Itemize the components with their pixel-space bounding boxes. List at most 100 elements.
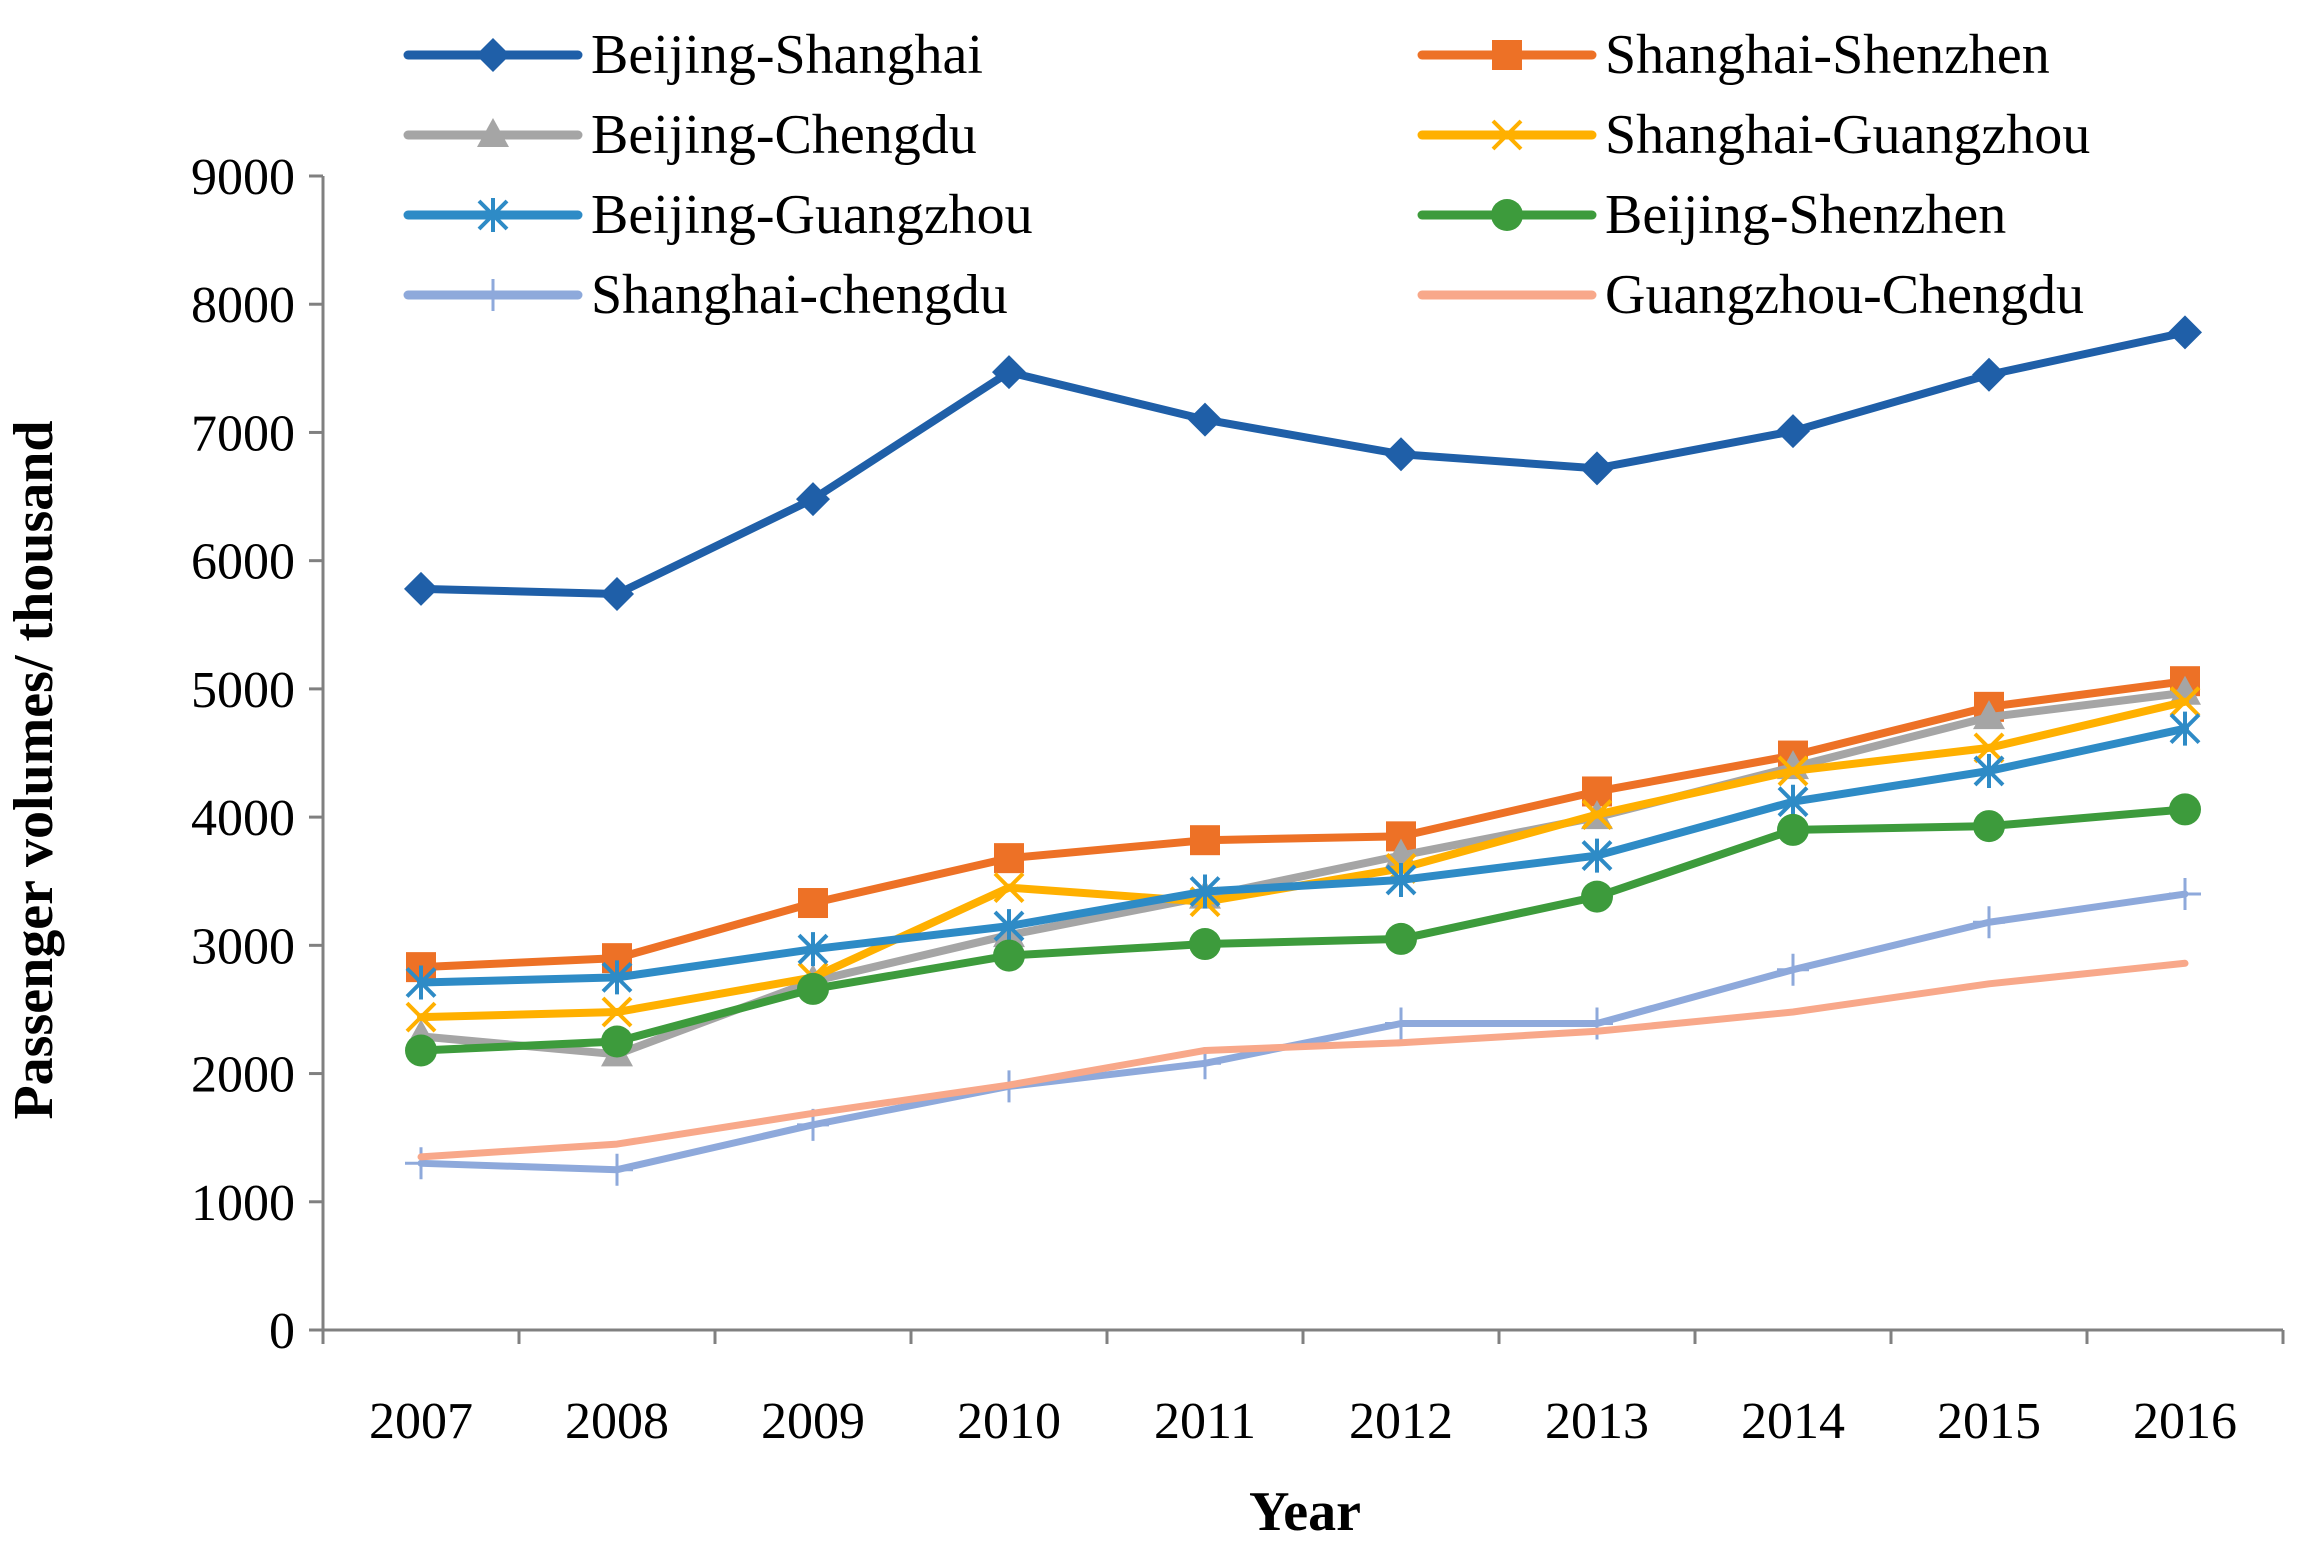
data-point	[601, 996, 633, 1028]
data-point	[1777, 784, 1809, 819]
y-tick-label: 1000	[191, 1175, 295, 1232]
data-point	[1973, 700, 2005, 730]
series-layer	[404, 315, 2202, 1186]
data-point	[1972, 357, 2006, 392]
data-point	[1580, 451, 1614, 486]
legend-marker	[477, 198, 509, 232]
series-line	[417, 724, 2189, 987]
y-axis-title: Passenger volumes/ thousand	[3, 420, 65, 1119]
series-beijing-guangzhou	[405, 711, 2201, 1000]
y-tick-label: 6000	[191, 534, 295, 591]
legend-item: Shanghai-Guangzhou	[1417, 104, 2090, 166]
legend-label: Guangzhou-Chengdu	[1605, 264, 2084, 326]
legend-marker	[1491, 199, 1523, 231]
data-point	[1973, 810, 2005, 843]
x-tick-label: 2011	[1154, 1393, 1256, 1450]
x-tick-label: 2009	[761, 1393, 865, 1450]
x-tick-label: 2016	[2133, 1393, 2237, 1450]
data-point	[796, 482, 830, 517]
x-tick-label: 2007	[369, 1393, 473, 1450]
data-point	[1777, 813, 1809, 846]
y-tick-label: 3000	[191, 918, 295, 975]
data-point	[2169, 711, 2201, 746]
legend-item: Beijing-Chengdu	[403, 104, 977, 166]
data-point	[798, 888, 828, 919]
data-point	[1581, 880, 1613, 913]
series-beijing-shenzhen	[405, 793, 2201, 1067]
series-line	[417, 328, 2189, 599]
x-tick-label: 2013	[1545, 1393, 1649, 1450]
data-point	[1189, 874, 1221, 909]
data-point	[2169, 878, 2201, 911]
legend-item: Beijing-Shenzhen	[1417, 184, 2006, 246]
x-axis-ticks: 2007 2008 2009 2010 2011 2012 2013 2014 2015 2016	[321, 1330, 2285, 1450]
legend-label: Beijing-Shanghai	[591, 24, 983, 86]
data-point	[993, 872, 1025, 904]
series-line	[417, 805, 2189, 1055]
legend-marker	[477, 118, 509, 147]
legend-label: Shanghai-chengdu	[591, 264, 1008, 326]
data-point	[1385, 1007, 1417, 1040]
data-point	[405, 1001, 437, 1033]
data-point	[2169, 675, 2201, 705]
legend-label: Beijing-Guangzhou	[591, 184, 1033, 246]
x-tick-label: 2014	[1741, 1393, 1845, 1450]
legend-label: Beijing-Shenzhen	[1605, 184, 2006, 246]
data-point	[601, 960, 633, 995]
data-point	[993, 909, 1025, 944]
data-point	[405, 1034, 437, 1067]
data-point	[993, 939, 1025, 972]
legend-item: Shanghai-Shenzhen	[1417, 24, 2050, 86]
legend-item: Beijing-Guangzhou	[403, 184, 1033, 246]
legend-marker	[477, 279, 509, 311]
data-point	[2169, 686, 2201, 718]
series-guangzhou-chengdu	[417, 959, 2189, 1161]
y-tick-label: 0	[269, 1303, 295, 1360]
series-beijing-shanghai	[404, 315, 2202, 612]
legend-marker	[1492, 40, 1522, 70]
legend-marker	[1491, 119, 1523, 151]
legend-item: Guangzhou-Chengdu	[1417, 264, 2084, 326]
data-point	[1190, 825, 1220, 856]
data-point	[1973, 906, 2005, 939]
data-point	[1776, 414, 1810, 449]
data-point	[1777, 755, 1809, 787]
data-point	[601, 1025, 633, 1058]
data-point	[2169, 793, 2201, 826]
data-point	[1777, 953, 1809, 986]
y-tick-label: 5000	[191, 662, 295, 719]
data-point	[1973, 732, 2005, 764]
data-point	[404, 571, 438, 606]
data-point	[992, 355, 1026, 390]
data-point	[1581, 838, 1613, 873]
y-axis-ticks: 0 1000 2000 3000 4000 5000 6000 7000 8000 9000	[191, 149, 323, 1360]
x-tick-label: 2010	[957, 1393, 1061, 1450]
series-beijing-chengdu	[405, 675, 2201, 1067]
legend-label: Shanghai-Shenzhen	[1605, 24, 2050, 86]
legend-label: Shanghai-Guangzhou	[1605, 104, 2090, 166]
legend-marker	[476, 38, 510, 72]
data-point	[1385, 862, 1417, 897]
y-tick-label: 9000	[191, 149, 295, 206]
data-point	[1581, 799, 1613, 830]
legend: Beijing-Shanghai Shanghai-Shenzhen Beijing…	[403, 24, 2090, 326]
data-point	[601, 1153, 633, 1186]
y-tick-label: 8000	[191, 277, 295, 334]
series-line	[417, 959, 2189, 1161]
data-point	[797, 972, 829, 1005]
data-point	[1973, 753, 2005, 788]
y-tick-label: 4000	[191, 790, 295, 847]
data-point	[1188, 402, 1222, 437]
legend-item: Beijing-Shanghai	[403, 24, 983, 86]
data-point	[405, 965, 437, 1000]
series-shanghai-guangzhou	[405, 686, 2201, 1033]
series-line	[417, 677, 2189, 972]
data-point	[600, 577, 634, 612]
data-point	[405, 1147, 437, 1180]
x-tick-label: 2015	[1937, 1393, 2041, 1450]
x-axis-title: Year	[1249, 1481, 1361, 1543]
y-tick-label: 7000	[191, 405, 295, 462]
data-point	[1189, 928, 1221, 961]
legend-item: Shanghai-chengdu	[403, 264, 1008, 326]
